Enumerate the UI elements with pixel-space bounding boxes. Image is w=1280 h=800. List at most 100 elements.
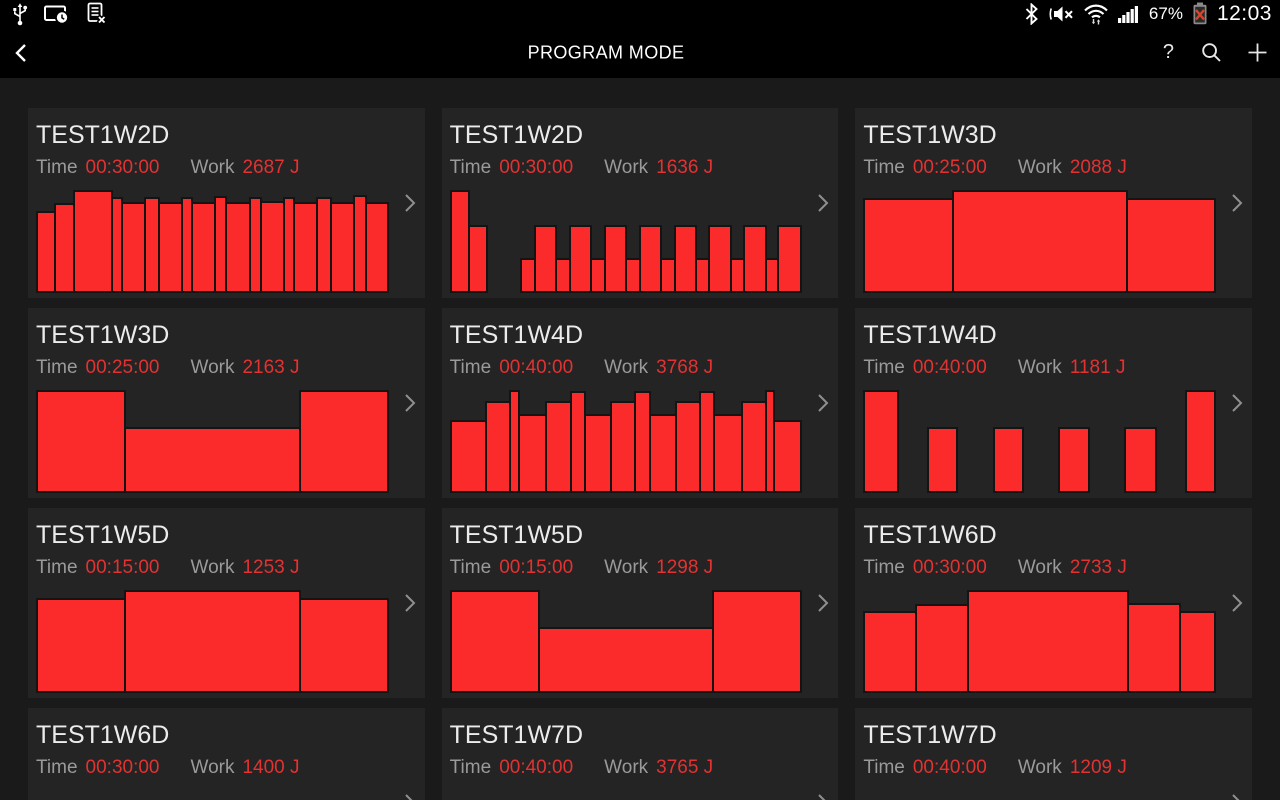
program-info: Time 00:40:00 Work 3765 J bbox=[450, 757, 831, 779]
program-info: Time 00:40:00 Work 1181 J bbox=[863, 357, 1244, 379]
chart-bar bbox=[1125, 198, 1216, 293]
time-label: Time bbox=[36, 156, 78, 178]
program-title: TEST1W4D bbox=[449, 321, 584, 349]
chart-bar bbox=[583, 413, 613, 493]
program-card[interactable]: TEST1W6D Time 00:30:00 Work 1400 J bbox=[28, 708, 425, 800]
chart-bar bbox=[914, 604, 969, 693]
program-card[interactable]: TEST1W7D Time 00:40:00 Work 1209 J bbox=[855, 708, 1252, 800]
program-chart bbox=[36, 190, 389, 293]
chart-bar bbox=[992, 427, 1025, 493]
program-card[interactable]: TEST1W7D Time 00:40:00 Work 3765 J bbox=[441, 708, 839, 800]
program-chart bbox=[863, 190, 1216, 293]
program-card[interactable]: TEST1W5D Time 00:15:00 Work 1253 J bbox=[28, 508, 425, 698]
work-value: 1253 J bbox=[242, 556, 300, 578]
chart-bar bbox=[776, 225, 803, 293]
chart-bar bbox=[1124, 427, 1157, 493]
program-title: TEST1W5D bbox=[36, 521, 170, 549]
chart-bar bbox=[1184, 390, 1216, 493]
chart-bar bbox=[484, 401, 512, 493]
action-bar: PROGRAM MODE ? bbox=[0, 27, 1280, 78]
battery-error-icon bbox=[1193, 2, 1207, 25]
page-title: PROGRAM MODE bbox=[527, 42, 685, 62]
help-button[interactable]: ? bbox=[1162, 41, 1174, 63]
program-title: TEST1W5D bbox=[449, 521, 584, 549]
program-grid: TEST1W2D Time 00:30:00 Work 2687 J TEST1… bbox=[0, 108, 1280, 800]
work-label: Work bbox=[1017, 156, 1062, 178]
time-value: 00:30:00 bbox=[912, 556, 987, 578]
work-value: 2163 J bbox=[242, 356, 300, 378]
search-button[interactable] bbox=[1201, 42, 1222, 63]
work-label: Work bbox=[190, 356, 235, 378]
chart-bar bbox=[648, 413, 678, 493]
status-clock: 12:03 bbox=[1216, 1, 1272, 25]
status-bar-right: 67% 12:03 bbox=[1024, 2, 1272, 26]
action-bar-actions: ? bbox=[1161, 27, 1268, 78]
program-title: TEST1W2D bbox=[449, 121, 584, 149]
time-label: Time bbox=[36, 356, 78, 378]
work-value: 3768 J bbox=[656, 356, 714, 378]
program-info: Time 00:25:00 Work 2163 J bbox=[36, 357, 417, 379]
time-label: Time bbox=[449, 356, 492, 378]
time-label: Time bbox=[449, 556, 492, 578]
chevron-right-icon bbox=[818, 794, 826, 800]
chart-bar bbox=[638, 225, 662, 293]
chart-bar bbox=[36, 598, 127, 693]
time-label: Time bbox=[449, 756, 492, 778]
chart-bar bbox=[537, 627, 715, 693]
mute-icon bbox=[1049, 6, 1073, 21]
chart-bar bbox=[673, 225, 697, 293]
time-value: 00:40:00 bbox=[912, 356, 987, 378]
chevron-right-icon bbox=[404, 394, 416, 412]
program-chart bbox=[449, 590, 803, 693]
chart-bar bbox=[467, 225, 489, 293]
chevron-right-icon bbox=[818, 194, 829, 212]
work-label: Work bbox=[190, 556, 235, 578]
time-label: Time bbox=[863, 756, 905, 778]
program-chart bbox=[863, 590, 1216, 693]
back-button[interactable] bbox=[14, 43, 27, 63]
chart-bar bbox=[191, 202, 217, 293]
add-button[interactable] bbox=[1247, 42, 1268, 63]
work-value: 1298 J bbox=[656, 556, 714, 578]
program-info: Time 00:30:00 Work 1636 J bbox=[450, 157, 831, 179]
program-info: Time 00:40:00 Work 1209 J bbox=[863, 757, 1244, 779]
time-label: Time bbox=[863, 556, 905, 578]
usb-icon bbox=[13, 2, 28, 25]
program-title: TEST1W7D bbox=[449, 721, 584, 749]
program-card[interactable]: TEST1W2D Time 00:30:00 Work 2687 J bbox=[28, 108, 425, 298]
chart-bar bbox=[298, 598, 389, 693]
chart-bar bbox=[568, 225, 592, 293]
screen-cast-timer-icon bbox=[44, 5, 69, 24]
program-info: Time 00:40:00 Work 3768 J bbox=[450, 357, 831, 379]
chart-bar bbox=[36, 390, 127, 493]
program-card[interactable]: TEST1W3D Time 00:25:00 Work 2088 J bbox=[855, 108, 1252, 298]
no-sim-icon bbox=[87, 2, 107, 25]
time-value: 00:40:00 bbox=[912, 756, 987, 778]
chart-bar bbox=[863, 610, 917, 693]
bluetooth-icon bbox=[1025, 2, 1038, 25]
program-card[interactable]: TEST1W6D Time 00:30:00 Work 2733 J bbox=[855, 508, 1252, 698]
program-card[interactable]: TEST1W4D Time 00:40:00 Work 1181 J bbox=[855, 308, 1252, 498]
program-info: Time 00:15:00 Work 1298 J bbox=[450, 557, 831, 579]
work-label: Work bbox=[1017, 756, 1062, 778]
work-value: 2687 J bbox=[242, 156, 300, 178]
program-title: TEST1W3D bbox=[36, 321, 170, 349]
chart-bar bbox=[966, 590, 1130, 693]
time-value: 00:15:00 bbox=[499, 556, 574, 578]
program-card[interactable]: TEST1W4D Time 00:40:00 Work 3768 J bbox=[441, 308, 839, 498]
program-card[interactable]: TEST1W5D Time 00:15:00 Work 1298 J bbox=[441, 508, 839, 698]
chart-bar bbox=[365, 202, 389, 293]
chart-bar bbox=[517, 413, 548, 493]
battery-percent: 67% bbox=[1148, 3, 1183, 23]
chart-bar bbox=[225, 202, 251, 293]
chart-bar bbox=[298, 390, 389, 493]
work-value: 3765 J bbox=[656, 756, 714, 778]
chart-bar bbox=[772, 419, 803, 493]
time-value: 00:30:00 bbox=[85, 156, 160, 178]
chevron-right-icon bbox=[818, 394, 829, 412]
program-card[interactable]: TEST1W2D Time 00:30:00 Work 1636 J bbox=[441, 108, 839, 298]
chart-bar bbox=[124, 590, 301, 693]
chart-bar bbox=[533, 225, 558, 293]
program-card[interactable]: TEST1W3D Time 00:25:00 Work 2163 J bbox=[28, 308, 425, 498]
time-value: 00:25:00 bbox=[85, 356, 160, 378]
